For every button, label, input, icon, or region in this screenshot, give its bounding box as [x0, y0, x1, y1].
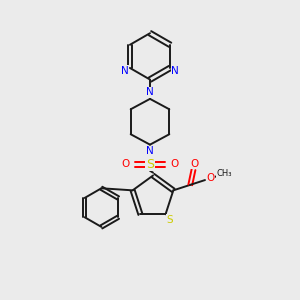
- Text: S: S: [166, 214, 173, 225]
- Text: O: O: [206, 173, 215, 183]
- Text: S: S: [146, 158, 154, 171]
- Text: O: O: [170, 159, 179, 169]
- Text: O: O: [121, 159, 130, 169]
- Text: N: N: [121, 66, 129, 76]
- Text: CH₃: CH₃: [216, 169, 232, 178]
- Text: O: O: [190, 159, 199, 169]
- Text: N: N: [171, 66, 179, 76]
- Text: N: N: [146, 146, 154, 156]
- Text: N: N: [146, 87, 154, 97]
